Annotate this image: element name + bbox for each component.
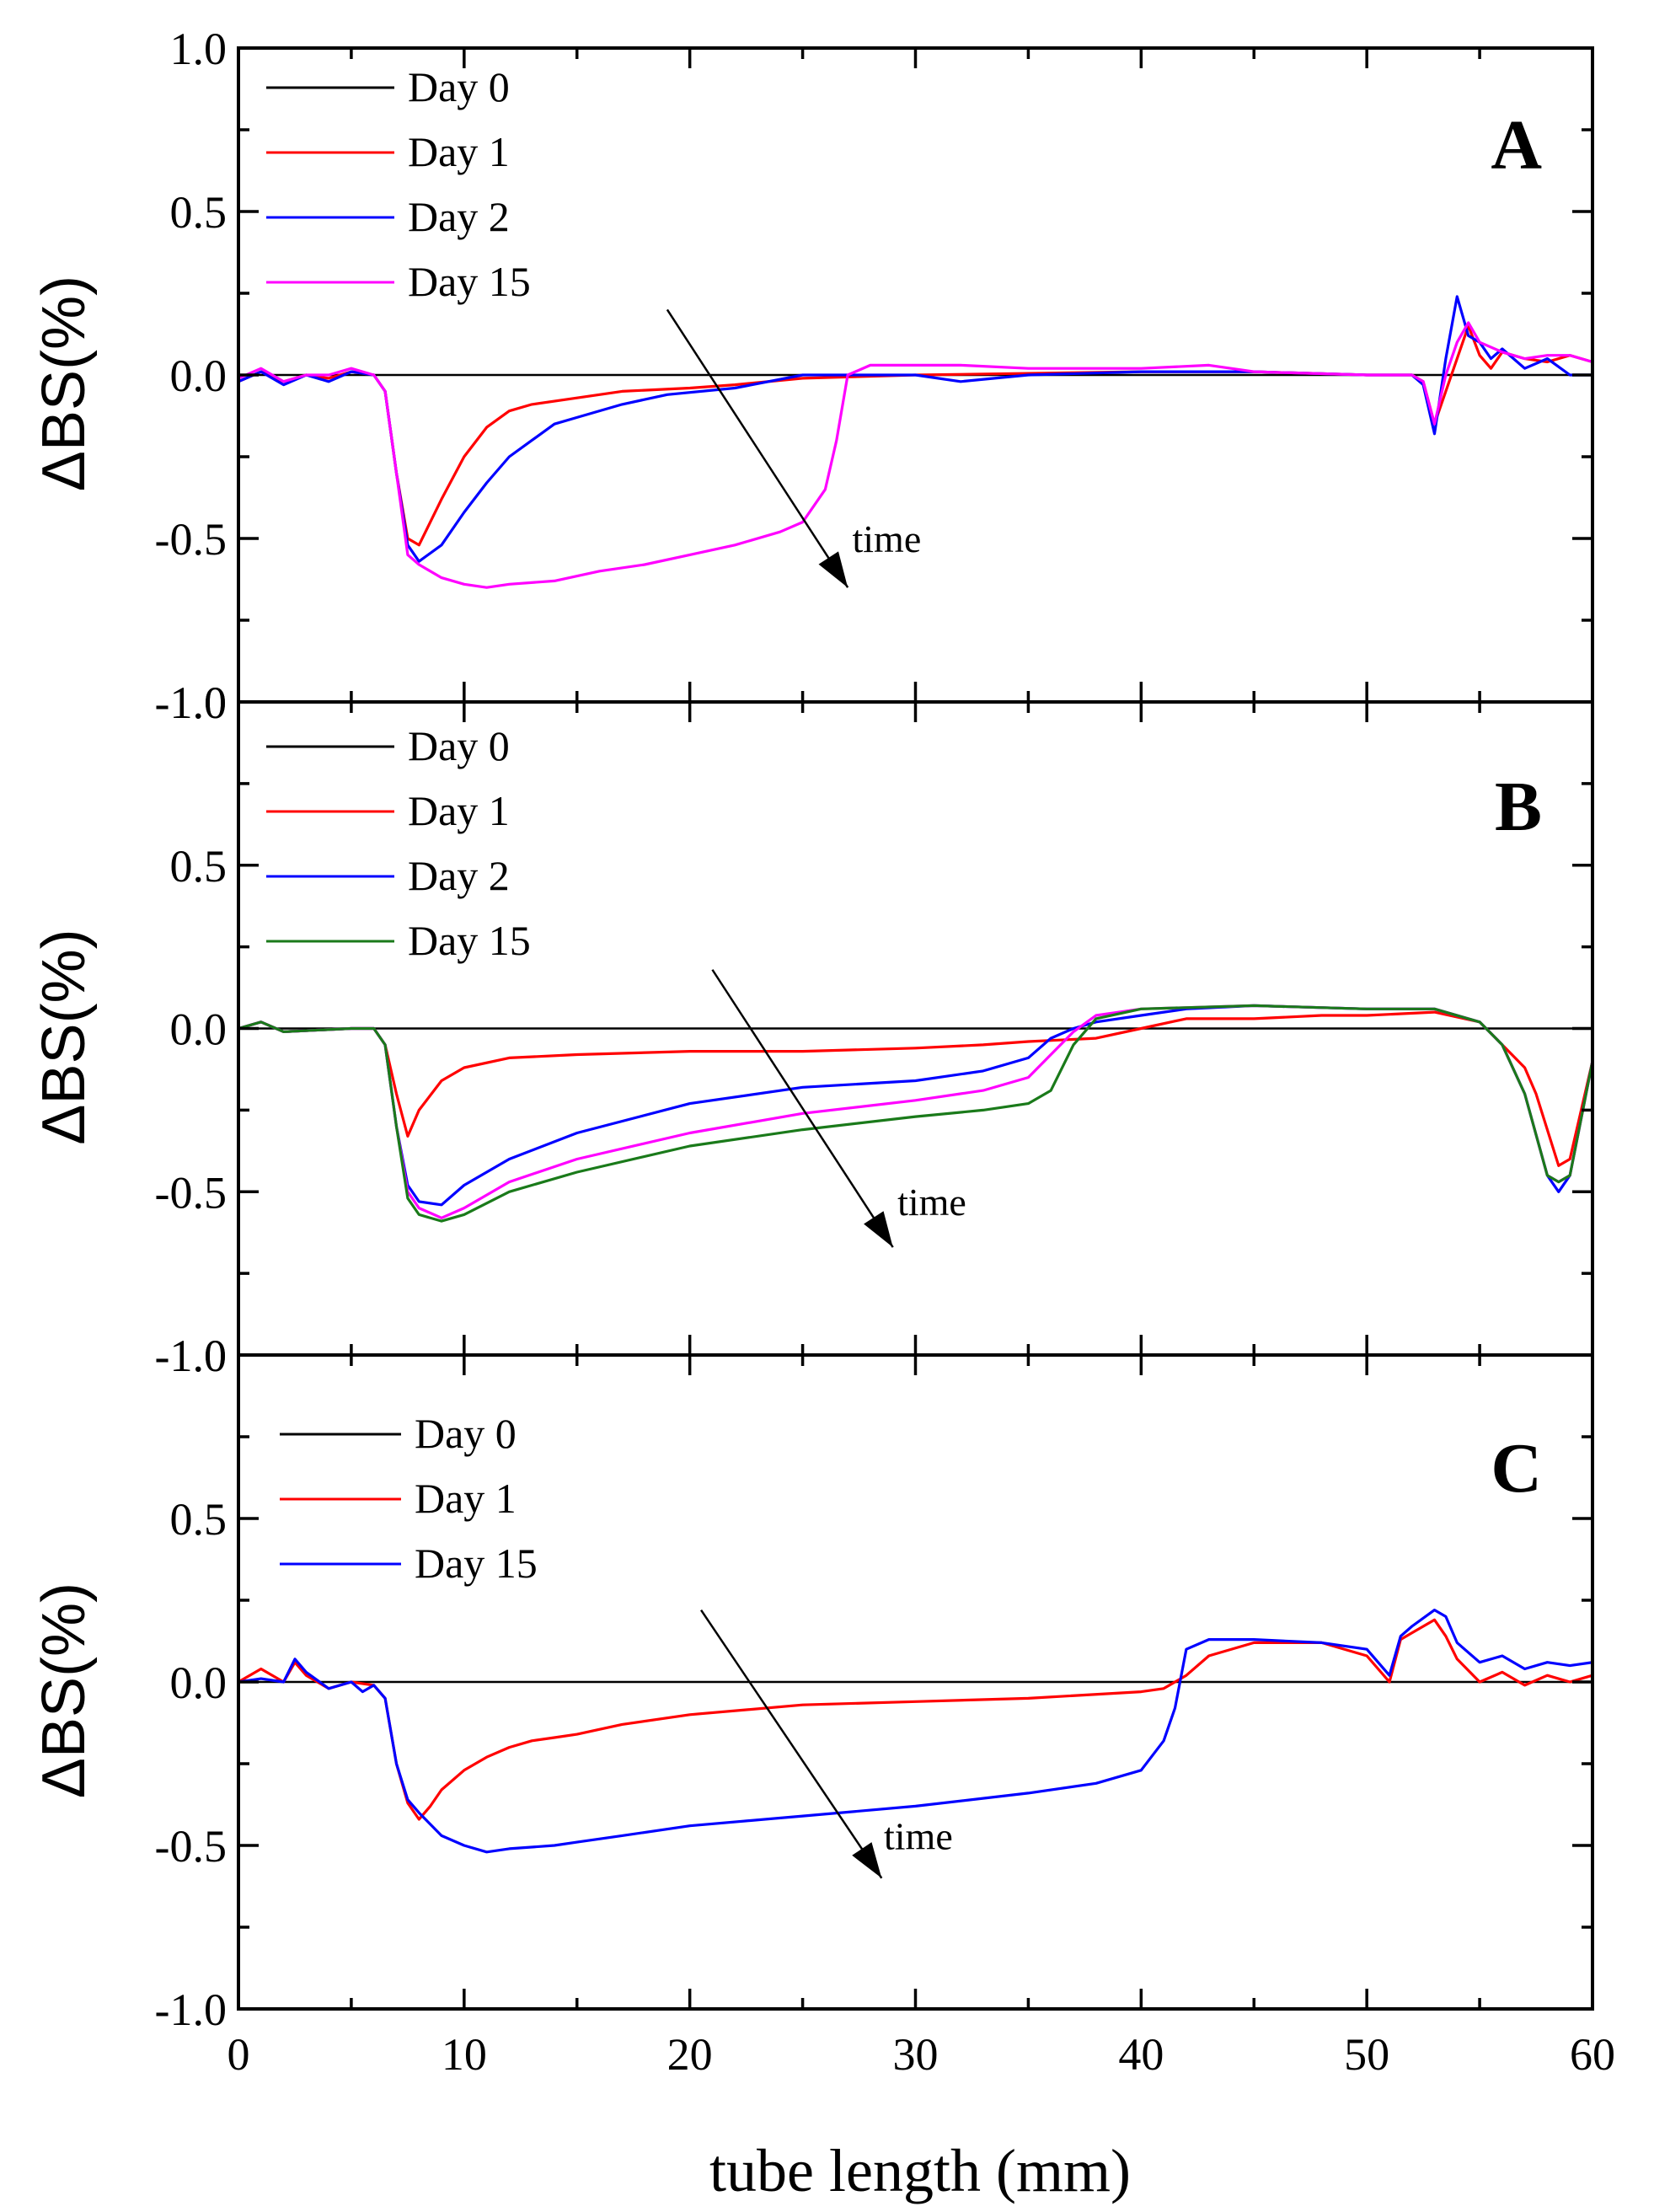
- panel-b-series-4: [238, 1004, 1592, 1223]
- panel-a-legend-label: Day 2: [408, 193, 510, 240]
- panel-c-ytick-label: -1.0: [155, 1984, 227, 2035]
- panel-a-legend-label: Day 1: [408, 128, 510, 175]
- panel-c-time-arrow-shaft: [700, 1609, 883, 1879]
- panel-c-legend-label: Day 0: [415, 1410, 517, 1457]
- panel-c-xtick-label: 40: [1118, 2029, 1164, 2080]
- x-axis-label: tube length (mm): [709, 2137, 1131, 2204]
- panel-a-ytick-label: 0.5: [170, 187, 227, 238]
- panel-c-time-arrow-head: [852, 1842, 882, 1878]
- panel-c-ytick-label: 1.0: [170, 1331, 227, 1381]
- panel-a-ytick-label: 0.0: [170, 351, 227, 401]
- panel-c-ytick-label: 0.5: [170, 1494, 227, 1545]
- panel-b-y-axis-label: ΔBS(%): [30, 929, 98, 1144]
- panel-c-legend: Day 0 Day 1 Day 15: [280, 1410, 538, 1587]
- panel-c-label: C: [1491, 1429, 1542, 1508]
- panel-b-time-arrow-head: [864, 1211, 893, 1248]
- panel-a-series-1: [238, 324, 1592, 547]
- panel-b-time-annotation: time: [897, 1181, 966, 1224]
- panel-a-legend-label: Day 0: [408, 63, 510, 110]
- panel-a-ytick-label: 1.0: [170, 24, 227, 74]
- panel-c-xtick-label: 20: [667, 2029, 713, 2080]
- panel-a-label: A: [1491, 106, 1542, 185]
- panel-b-series-group: [238, 1004, 1592, 1223]
- panel-b-series-1: [238, 1010, 1592, 1167]
- panel-b-ytick-label: 0.5: [170, 841, 227, 892]
- panel-b-time-arrow-shaft: [711, 969, 894, 1248]
- panel-c: 1.00.50.0-0.5-1.00 10 20 30 40 50 60ΔBS(%)Day …: [30, 1331, 1615, 2080]
- panel-b-ytick-label: 0.0: [170, 1004, 227, 1055]
- panel-a-legend: Day 0 Day 1 Day 2 Day 15: [266, 63, 531, 305]
- panel-a-series-group: [238, 295, 1592, 589]
- panel-a-legend-label: Day 15: [408, 258, 531, 305]
- panel-a-time-annotation: time: [853, 517, 922, 560]
- panel-b-legend-label: Day 0: [408, 722, 510, 769]
- panel-c-y-axis-label: ΔBS(%): [30, 1583, 98, 1798]
- panel-b-legend-label: Day 1: [408, 787, 510, 834]
- panel-c-series-group: [238, 1609, 1592, 1854]
- panel-c-xtick-label: 30: [893, 2029, 939, 2080]
- panel-a-ytick-label: -1.0: [155, 678, 227, 728]
- panel-b-legend-label: Day 2: [408, 852, 510, 899]
- panel-a-ytick-label: -0.5: [155, 514, 227, 565]
- panel-b-legend: Day 0 Day 1 Day 2 Day 15: [266, 722, 531, 964]
- panel-c-legend-label: Day 1: [415, 1475, 517, 1522]
- panel-c-ytick-label: -0.5: [155, 1821, 227, 1872]
- panel-c-ytick-label: 0.0: [170, 1658, 227, 1708]
- panel-c-legend-label: Day 15: [415, 1540, 538, 1587]
- panel-a-time-arrow-shaft: [666, 308, 849, 588]
- panel-b-ytick-label: -0.5: [155, 1167, 227, 1218]
- panel-c-xtick-label: 50: [1344, 2029, 1389, 2080]
- panel-b-legend-label: Day 15: [408, 917, 531, 964]
- panel-a-y-axis-label: ΔBS(%): [30, 276, 98, 491]
- panel-c-xtick-label: 10: [442, 2029, 487, 2080]
- panel-c-series-1: [238, 1618, 1592, 1821]
- panel-c-xtick-label: 60: [1570, 2029, 1615, 2080]
- panel-b-series-2: [238, 1004, 1592, 1207]
- panel-b-ytick-label: 1.0: [170, 678, 227, 728]
- panel-b-label: B: [1495, 768, 1542, 846]
- panel-a-series-3: [238, 321, 1592, 589]
- panel-a-time-arrow-head: [818, 551, 848, 588]
- panel-b-ytick-label: -1.0: [155, 1331, 227, 1381]
- panel-c-time-annotation: time: [884, 1814, 953, 1857]
- panel-c-xtick-label: 0: [227, 2029, 250, 2080]
- panel-c-series-2: [238, 1609, 1592, 1854]
